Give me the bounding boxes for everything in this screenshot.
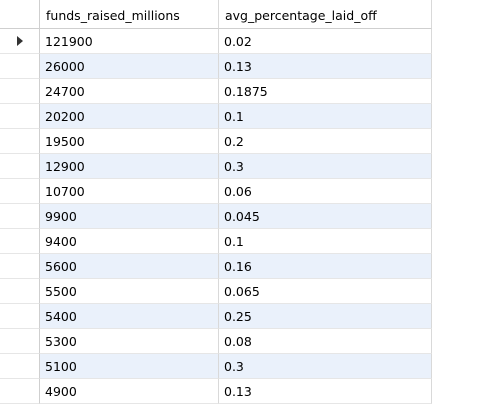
cell-avg-percentage-laid-off[interactable]: 0.045 (219, 204, 432, 229)
cell-avg-percentage-laid-off[interactable]: 0.06 (219, 179, 432, 204)
cell-avg-percentage-laid-off[interactable]: 0.3 (219, 154, 432, 179)
row-selector[interactable] (0, 29, 40, 54)
table-row[interactable]: 26000 0.13 (0, 54, 432, 79)
cell-funds-raised-millions[interactable]: 5600 (40, 254, 219, 279)
cell-funds-raised-millions[interactable]: 5300 (40, 329, 219, 354)
cell-avg-percentage-laid-off[interactable]: 0.1 (219, 104, 432, 129)
row-selector[interactable] (0, 154, 40, 179)
row-selector[interactable] (0, 354, 40, 379)
cell-funds-raised-millions[interactable]: 24700 (40, 79, 219, 104)
cell-avg-percentage-laid-off[interactable]: 0.25 (219, 304, 432, 329)
table-row[interactable]: 121900 0.02 (0, 29, 432, 54)
result-grid[interactable]: funds_raised_millions avg_percentage_lai… (0, 0, 432, 404)
table-row[interactable]: 12900 0.3 (0, 154, 432, 179)
cell-funds-raised-millions[interactable]: 121900 (40, 29, 219, 54)
row-selector[interactable] (0, 229, 40, 254)
row-selector[interactable] (0, 329, 40, 354)
current-row-icon (16, 36, 23, 46)
table-row[interactable]: 19500 0.2 (0, 129, 432, 154)
cell-avg-percentage-laid-off[interactable]: 0.13 (219, 54, 432, 79)
cell-avg-percentage-laid-off[interactable]: 0.02 (219, 29, 432, 54)
row-selector[interactable] (0, 204, 40, 229)
row-selector[interactable] (0, 129, 40, 154)
cell-funds-raised-millions[interactable]: 9900 (40, 204, 219, 229)
grid-header: funds_raised_millions avg_percentage_lai… (0, 0, 432, 29)
cell-avg-percentage-laid-off[interactable]: 0.16 (219, 254, 432, 279)
cell-funds-raised-millions[interactable]: 10700 (40, 179, 219, 204)
table-row[interactable]: 5600 0.16 (0, 254, 432, 279)
table-row[interactable]: 5400 0.25 (0, 304, 432, 329)
row-selector[interactable] (0, 254, 40, 279)
table-row[interactable]: 9400 0.1 (0, 229, 432, 254)
row-selector[interactable] (0, 304, 40, 329)
table-row[interactable]: 5500 0.065 (0, 279, 432, 304)
cell-avg-percentage-laid-off[interactable]: 0.065 (219, 279, 432, 304)
column-header-funds-raised-millions[interactable]: funds_raised_millions (40, 0, 219, 29)
table-row[interactable]: 5100 0.3 (0, 354, 432, 379)
cell-funds-raised-millions[interactable]: 5500 (40, 279, 219, 304)
table-row[interactable]: 9900 0.045 (0, 204, 432, 229)
cell-avg-percentage-laid-off[interactable]: 0.2 (219, 129, 432, 154)
row-selector[interactable] (0, 104, 40, 129)
cell-funds-raised-millions[interactable]: 26000 (40, 54, 219, 79)
cell-funds-raised-millions[interactable]: 5100 (40, 354, 219, 379)
cell-funds-raised-millions[interactable]: 20200 (40, 104, 219, 129)
table-row[interactable]: 10700 0.06 (0, 179, 432, 204)
header-corner[interactable] (0, 0, 40, 29)
cell-funds-raised-millions[interactable]: 9400 (40, 229, 219, 254)
table-row[interactable]: 24700 0.1875 (0, 79, 432, 104)
cell-funds-raised-millions[interactable]: 4900 (40, 379, 219, 404)
table-row[interactable]: 20200 0.1 (0, 104, 432, 129)
row-selector[interactable] (0, 79, 40, 104)
row-selector[interactable] (0, 379, 40, 404)
cell-funds-raised-millions[interactable]: 12900 (40, 154, 219, 179)
row-selector[interactable] (0, 179, 40, 204)
table-row[interactable]: 5300 0.08 (0, 329, 432, 354)
grid-body: 121900 0.02 26000 0.13 24700 0.1875 20200 0.1 19… (0, 29, 432, 404)
row-selector[interactable] (0, 279, 40, 304)
table-row[interactable]: 4900 0.13 (0, 379, 432, 404)
row-selector[interactable] (0, 54, 40, 79)
cell-avg-percentage-laid-off[interactable]: 0.08 (219, 329, 432, 354)
cell-avg-percentage-laid-off[interactable]: 0.13 (219, 379, 432, 404)
cell-funds-raised-millions[interactable]: 19500 (40, 129, 219, 154)
cell-avg-percentage-laid-off[interactable]: 0.1 (219, 229, 432, 254)
cell-funds-raised-millions[interactable]: 5400 (40, 304, 219, 329)
cell-avg-percentage-laid-off[interactable]: 0.1875 (219, 79, 432, 104)
column-header-avg-percentage-laid-off[interactable]: avg_percentage_laid_off (219, 0, 432, 29)
cell-avg-percentage-laid-off[interactable]: 0.3 (219, 354, 432, 379)
